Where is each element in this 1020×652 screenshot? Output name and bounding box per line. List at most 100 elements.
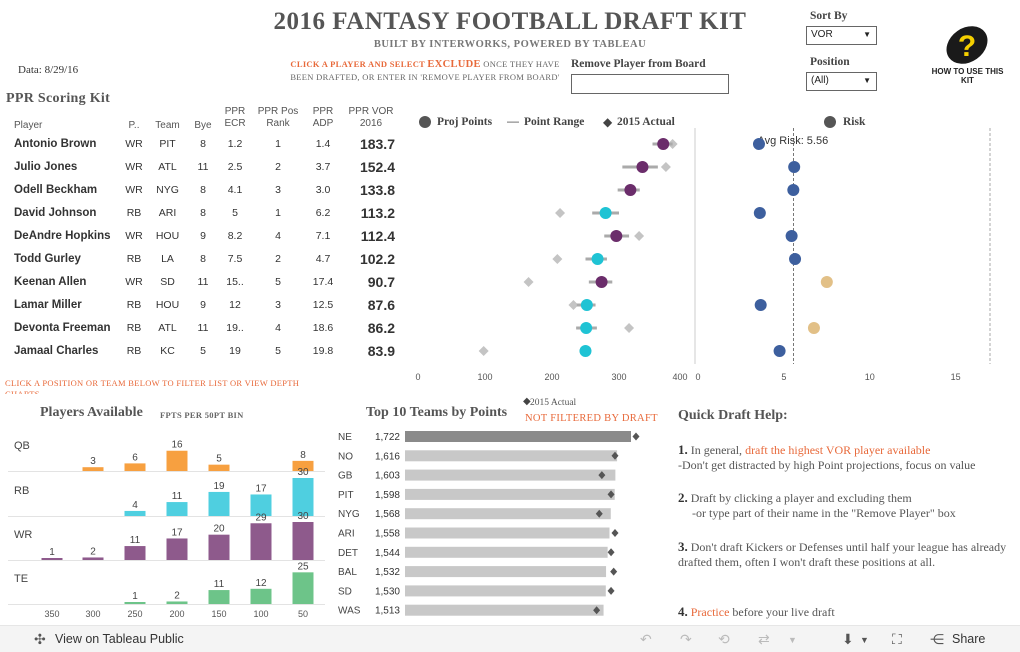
proj-points-marker [624, 184, 637, 196]
qd-lead: In general, [687, 443, 746, 457]
player-bye: 8 [200, 138, 206, 150]
team-actual-marker [598, 471, 606, 480]
player-adp: 19.8 [312, 345, 334, 357]
team-label: SD [338, 586, 352, 597]
col-header-posrank[interactable]: PPR Pos Rank [257, 106, 299, 129]
players-available-bar [166, 502, 188, 516]
player-ecr: 5 [232, 207, 238, 219]
position-select[interactable]: (All) ▼ [806, 72, 877, 91]
col-header-player[interactable]: Player [14, 120, 43, 131]
download-icon[interactable]: ⬇ [842, 631, 854, 647]
data-date: Data: 8/29/16 [18, 64, 79, 76]
quick-draft-title: Quick Draft Help: [678, 408, 788, 423]
player-pos: WR [125, 230, 143, 242]
qd-rest: -or type part of their name in the "Remo… [692, 506, 956, 520]
col-header-adp[interactable]: PPR ADP [312, 106, 334, 129]
share-icon[interactable]: ⋲ [930, 631, 944, 647]
team-value: 1,530 [375, 586, 400, 597]
player-team: KC [160, 345, 175, 357]
proj-points-marker [580, 322, 593, 334]
team-actual-legend-icon: ◆ [523, 396, 531, 407]
col-header-bye[interactable]: Bye [194, 120, 212, 131]
player-posrank: 2 [275, 253, 281, 265]
player-ecr: 19 [229, 345, 241, 357]
player-adp: 6.2 [315, 207, 331, 219]
qd-lead: Draft by clicking a player and excluding… [687, 491, 912, 505]
players-available-subtitle: FPTS PER 50PT BIN [160, 410, 244, 420]
points-risk-chart[interactable]: Avg Risk: 5.56 0 100 200 300 400 0 5 10 15 [400, 128, 1000, 384]
share-button[interactable]: Share [952, 632, 986, 646]
player-vor: 83.9 [367, 343, 395, 359]
team-value: 1,616 [375, 451, 400, 462]
team-value: 1,568 [375, 509, 400, 520]
player-bye: 9 [200, 299, 206, 311]
avg-risk-label: Avg Risk: 5.56 [758, 135, 829, 147]
actual-2015-marker [634, 231, 645, 241]
fullscreen-icon[interactable]: ⛶ [892, 631, 902, 647]
team-bar [405, 566, 607, 578]
top-teams-note: NOT FILTERED BY DRAFT [525, 413, 658, 424]
actual-2015-marker [660, 162, 671, 172]
players-available-bar [292, 460, 314, 471]
col-header-pos[interactable]: P.. [128, 120, 140, 131]
col-header-vor[interactable]: PPR VOR 2016 [348, 106, 394, 129]
players-available-value: 30 [297, 511, 309, 522]
bin-axis-tick: 150 [211, 609, 226, 619]
qd-lead: Don't draft Kickers or Defenses until ha… [678, 540, 1007, 569]
redo-icon[interactable]: ↷ [680, 631, 692, 647]
player-name: DeAndre Hopkins [14, 230, 111, 242]
team-label: ARI [338, 529, 355, 540]
player-posrank: 3 [275, 299, 281, 311]
col-header-team[interactable]: Team [155, 120, 180, 131]
player-pos: WR [125, 161, 143, 173]
chevron-down-icon[interactable]: ▼ [860, 635, 869, 645]
player-ecr: 8.2 [227, 230, 243, 242]
players-available-bar [41, 558, 63, 560]
help-football-icon[interactable]: ? [942, 22, 992, 68]
player-posrank: 4 [275, 322, 281, 334]
team-actual-marker [593, 606, 601, 615]
player-bye: 11 [197, 322, 209, 334]
players-available-bar [208, 491, 230, 516]
top-teams-chart[interactable]: NE 1,722 NO 1,616 GB 1,603 PIT 1,598 NYG 1,568 ARI… [330, 425, 670, 620]
players-available-bar [82, 557, 104, 560]
point-range-legend-icon: — [507, 114, 519, 128]
view-on-tableau-link[interactable]: View on Tableau Public [55, 632, 184, 646]
revert-icon[interactable]: ⟲ [718, 631, 730, 647]
players-available-bar [292, 572, 314, 604]
undo-icon[interactable]: ↶ [640, 631, 652, 647]
team-label: BAL [338, 567, 357, 578]
remove-player-input[interactable] [571, 74, 729, 94]
player-name: Devonta Freeman [14, 322, 111, 334]
risk-axis-tick: 15 [951, 372, 961, 382]
team-bar [405, 508, 611, 520]
qd-num: 4. [678, 604, 688, 619]
team-actual-marker [607, 548, 615, 557]
sort-by-select[interactable]: VOR ▼ [806, 26, 877, 45]
position-value: (All) [811, 75, 829, 86]
team-value: 1,513 [375, 606, 400, 617]
team-value: 1,532 [375, 567, 400, 578]
team-label: GB [338, 471, 353, 482]
proj-points-marker [579, 345, 592, 357]
players-available-bar [124, 546, 146, 560]
team-actual-marker [610, 567, 618, 576]
players-available-value: 19 [213, 481, 225, 492]
player-team: LA [161, 253, 174, 265]
chevron-down-icon[interactable]: ▼ [788, 635, 797, 645]
sort-by-value: VOR [811, 29, 833, 40]
player-pos: WR [125, 184, 143, 196]
quick-draft-item-3: 3. Don't draft Kickers or Defenses until… [678, 539, 1020, 570]
help-label[interactable]: HOW TO USE THIS KIT [931, 67, 1004, 85]
proj-points-marker [657, 138, 670, 150]
bin-axis-tick: 250 [127, 609, 142, 619]
risk-marker [785, 230, 798, 242]
proj-points-marker [610, 230, 623, 242]
col-header-ecr[interactable]: PPR ECR [224, 106, 246, 129]
player-vor: 86.2 [367, 320, 395, 336]
actual-2015-marker [555, 208, 566, 218]
refresh-icon[interactable]: ⇄ [758, 631, 770, 647]
qd-highlight[interactable]: Practice [690, 605, 730, 619]
players-available-value: 5 [216, 454, 222, 465]
